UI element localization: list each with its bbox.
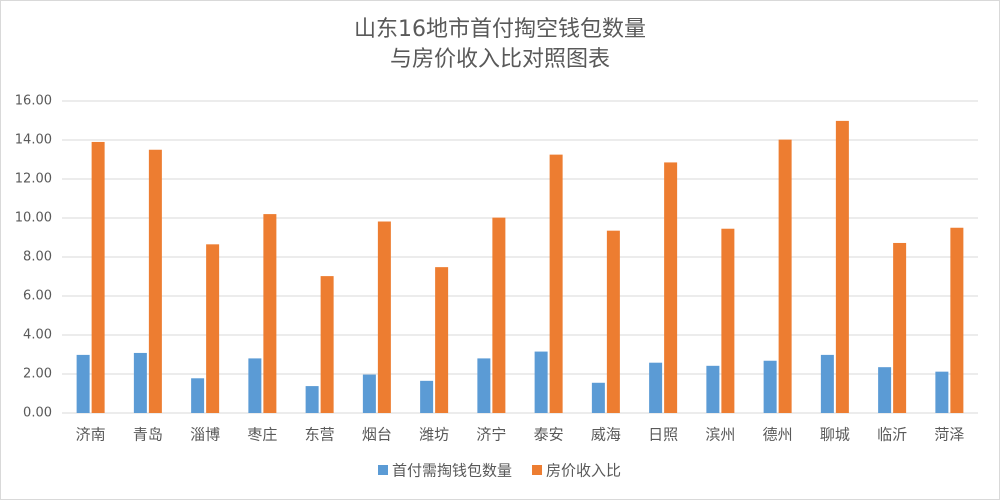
bar [248,358,262,413]
x-tick-label: 临沂 [877,426,907,444]
legend-label: 房价收入比 [546,462,621,480]
bar [91,141,105,413]
y-tick-label: 6.00 [23,289,52,304]
bar [820,354,834,413]
y-tick-label: 12.00 [15,172,52,187]
bar [664,162,678,413]
bar [606,230,620,413]
x-tick-label: 东营 [305,426,335,444]
bar [133,352,147,413]
bar [763,360,777,413]
bar [778,139,792,414]
bar [76,354,90,413]
x-tick-label: 泰安 [534,426,564,444]
bar [305,386,319,413]
x-tick-label: 聊城 [820,426,850,444]
bar [706,365,720,413]
bar [835,120,849,413]
bar [591,382,605,413]
y-tick-label: 2.00 [23,367,52,382]
y-tick-label: 10.00 [15,211,52,226]
x-tick-label: 淄博 [190,426,220,444]
bar [721,228,735,413]
legend-swatch [378,465,388,475]
y-tick-label: 8.00 [23,250,52,265]
legend-swatch [532,465,543,475]
chart-title: 山东16地市首付掏空钱包数量 [354,17,646,42]
bar [435,267,449,413]
legend-label: 首付需掏钱包数量 [392,462,512,480]
x-tick-label: 济宁 [476,426,506,444]
bar [206,244,220,413]
bar [320,276,334,413]
x-tick-label: 滨州 [705,426,735,444]
x-tick-label: 日照 [648,426,678,444]
bar [362,374,376,413]
x-tick-label: 烟台 [362,426,392,444]
bar [935,371,949,413]
x-tick-label: 威海 [591,426,621,444]
x-tick-label: 济南 [76,426,106,444]
x-tick-label: 德州 [763,426,793,444]
y-tick-label: 14.00 [15,133,52,148]
bar [263,214,277,413]
bar [950,227,964,413]
chart-title: 与房价收入比对照图表 [390,47,610,72]
bar [893,242,907,413]
bar [148,149,162,413]
x-tick-label: 枣庄 [247,426,277,444]
bar [649,362,663,413]
x-tick-label: 潍坊 [419,426,449,444]
bar [477,358,491,413]
x-tick-label: 菏泽 [934,426,964,444]
bar [377,221,391,413]
bar [492,217,506,413]
bar [549,154,563,413]
bar [534,351,548,413]
y-tick-label: 4.00 [23,328,52,343]
y-tick-label: 16.00 [15,94,52,109]
x-tick-label: 青岛 [133,426,163,444]
bar [878,367,892,413]
y-tick-label: 0.00 [23,406,52,421]
bar [191,378,205,413]
bar [420,380,434,413]
